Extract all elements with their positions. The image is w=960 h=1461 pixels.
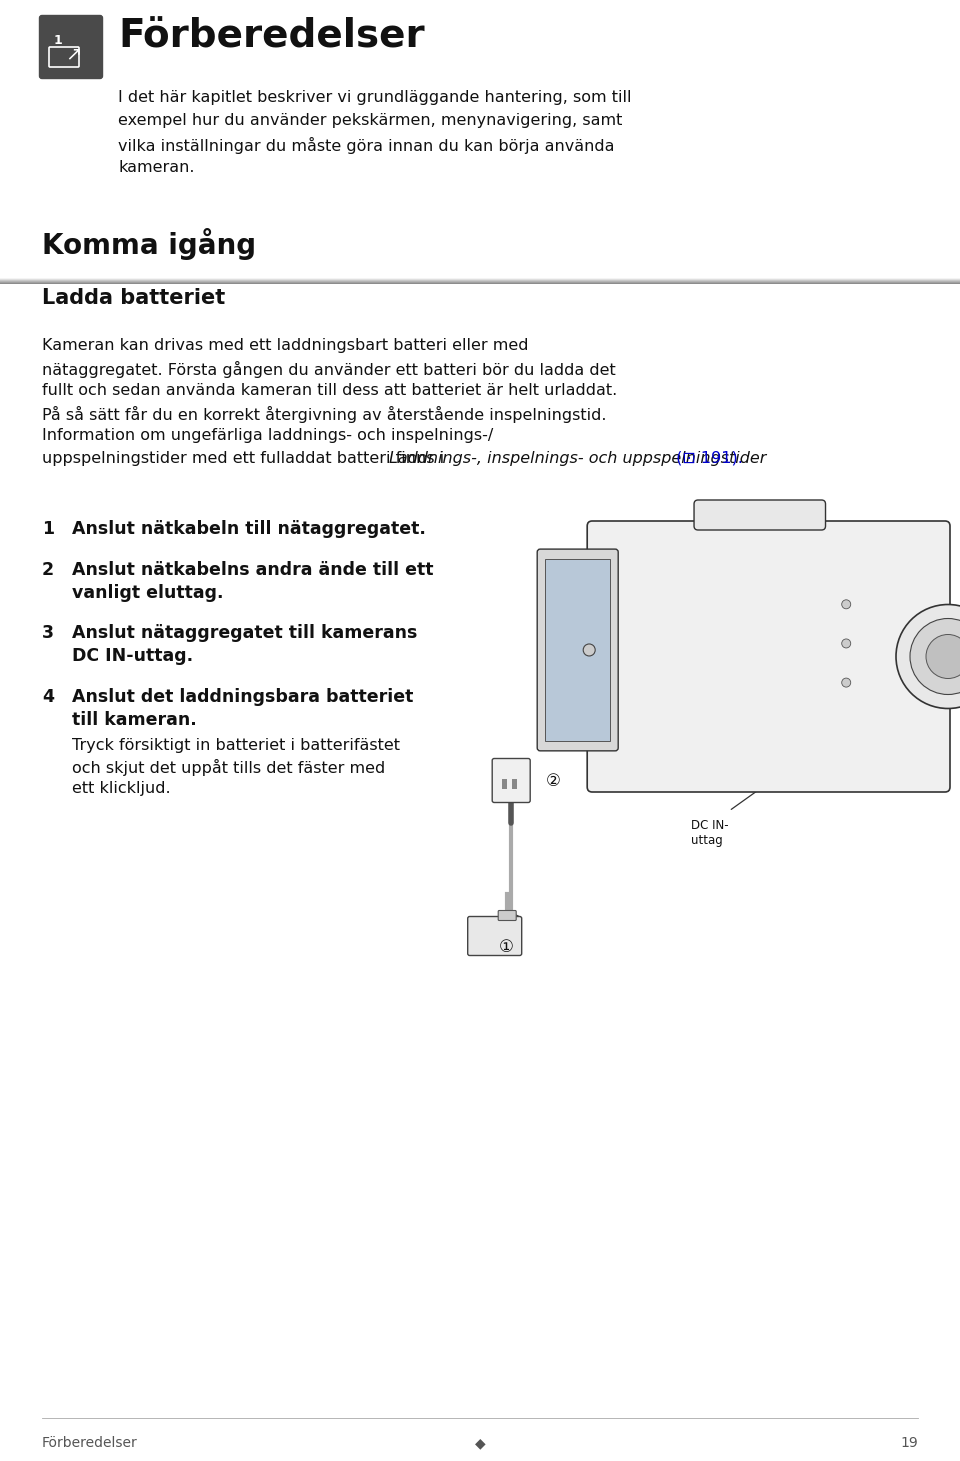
Text: 4: 4	[42, 688, 54, 706]
Bar	[513, 779, 517, 789]
Text: Ladda batteriet: Ladda batteriet	[42, 288, 226, 308]
Text: DC IN-uttag.: DC IN-uttag.	[72, 647, 193, 665]
Text: Laddnings-, inspelnings- och uppspelningstider: Laddnings-, inspelnings- och uppspelning…	[389, 450, 766, 466]
FancyBboxPatch shape	[468, 916, 521, 955]
Circle shape	[842, 638, 851, 647]
FancyBboxPatch shape	[492, 758, 530, 802]
Text: 1: 1	[42, 520, 54, 538]
FancyBboxPatch shape	[498, 910, 516, 920]
Text: 2: 2	[42, 561, 54, 579]
Circle shape	[910, 618, 960, 694]
FancyBboxPatch shape	[694, 500, 826, 530]
Text: Kameran kan drivas med ett laddningsbart batteri eller med: Kameran kan drivas med ett laddningsbart…	[42, 337, 529, 354]
FancyBboxPatch shape	[39, 16, 103, 79]
FancyBboxPatch shape	[588, 522, 950, 792]
Text: I det här kapitlet beskriver vi grundläggande hantering, som till: I det här kapitlet beskriver vi grundläg…	[118, 91, 632, 105]
Text: ②: ②	[546, 771, 561, 789]
FancyBboxPatch shape	[538, 549, 618, 751]
Circle shape	[842, 678, 851, 687]
Text: kameran.: kameran.	[118, 161, 195, 175]
Text: Förberedelser: Förberedelser	[42, 1436, 137, 1449]
Text: uppspelningstider med ett fulladdat batteri finns i: uppspelningstider med ett fulladdat batt…	[42, 450, 449, 466]
Circle shape	[896, 605, 960, 709]
Text: Komma igång: Komma igång	[42, 228, 256, 260]
Text: Anslut nätaggregatet till kamerans: Anslut nätaggregatet till kamerans	[72, 624, 418, 643]
Text: DC IN-
uttag: DC IN- uttag	[691, 820, 729, 847]
Text: och skjut det uppåt tills det fäster med: och skjut det uppåt tills det fäster med	[72, 760, 385, 776]
Text: 1: 1	[54, 34, 62, 47]
Text: Förberedelser: Förberedelser	[118, 18, 424, 56]
Text: Information om ungefärliga laddnings- och inspelnings-/: Information om ungefärliga laddnings- oc…	[42, 428, 493, 443]
Text: ①: ①	[499, 938, 515, 955]
Text: (⊡ 191).: (⊡ 191).	[671, 450, 743, 466]
Text: fullt och sedan använda kameran till dess att batteriet är helt urladdat.: fullt och sedan använda kameran till des…	[42, 383, 617, 397]
Circle shape	[842, 600, 851, 609]
Bar	[545, 560, 611, 741]
Text: Tryck försiktigt in batteriet i batterifästet: Tryck försiktigt in batteriet i batterif…	[72, 738, 400, 752]
Text: exempel hur du använder pekskärmen, menynavigering, samt: exempel hur du använder pekskärmen, meny…	[118, 114, 622, 129]
Text: nätaggregatet. Första gången du använder ett batteri bör du ladda det: nätaggregatet. Första gången du använder…	[42, 361, 615, 377]
Text: 19: 19	[900, 1436, 918, 1449]
Text: 3: 3	[42, 624, 54, 643]
Text: ett klickljud.: ett klickljud.	[72, 780, 171, 796]
Text: På så sätt får du en korrekt återgivning av återstående inspelningstid.: På så sätt får du en korrekt återgivning…	[42, 406, 607, 422]
Text: ◆: ◆	[474, 1436, 486, 1449]
Text: Anslut nätkabelns andra ände till ett: Anslut nätkabelns andra ände till ett	[72, 561, 434, 579]
Circle shape	[583, 644, 595, 656]
Text: Anslut nätkabeln till nätaggregatet.: Anslut nätkabeln till nätaggregatet.	[72, 520, 426, 538]
Text: till kameran.: till kameran.	[72, 712, 197, 729]
Text: vilka inställningar du måste göra innan du kan börja använda: vilka inställningar du måste göra innan …	[118, 137, 614, 153]
Bar	[502, 779, 507, 789]
Text: ↗: ↗	[65, 44, 83, 63]
Circle shape	[926, 634, 960, 678]
Text: vanligt eluttag.: vanligt eluttag.	[72, 583, 224, 602]
Text: Anslut det laddningsbara batteriet: Anslut det laddningsbara batteriet	[72, 688, 414, 706]
